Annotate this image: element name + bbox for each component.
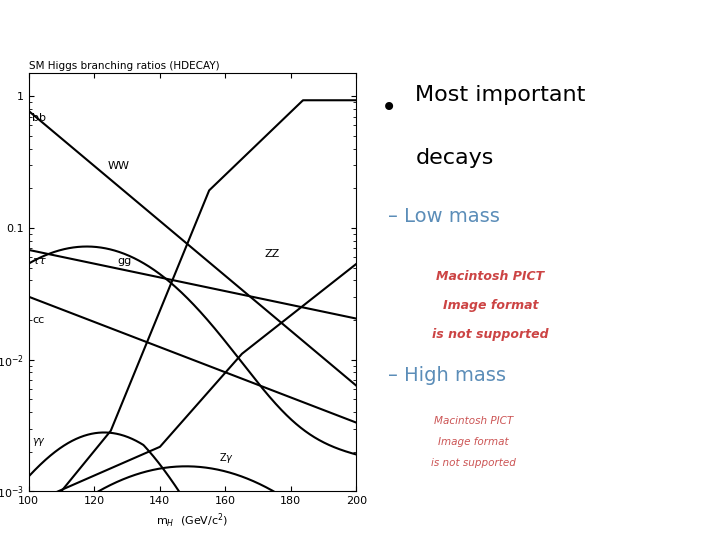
Text: Image format: Image format — [438, 437, 509, 447]
Text: Macintosh PICT: Macintosh PICT — [433, 416, 513, 426]
Text: bb: bb — [32, 113, 46, 123]
Text: Macintosh PICT: Macintosh PICT — [436, 269, 544, 282]
Text: Z$\gamma$: Z$\gamma$ — [219, 451, 234, 465]
Text: Image format: Image format — [443, 299, 539, 312]
Text: is not supported: is not supported — [432, 328, 549, 341]
Text: decays: decays — [415, 148, 494, 168]
Text: 19-May-2008: 19-May-2008 — [14, 515, 96, 528]
Text: D.Glenzinski, Fermilab: D.Glenzinski, Fermilab — [290, 515, 430, 528]
Text: gg: gg — [117, 256, 132, 266]
Text: – High mass: – High mass — [388, 366, 506, 385]
Text: •: • — [381, 94, 397, 122]
Text: Most important: Most important — [415, 85, 585, 105]
Text: $\tau\tau$: $\tau\tau$ — [32, 256, 48, 266]
Text: ZZ: ZZ — [265, 249, 280, 259]
Text: WW: WW — [107, 161, 130, 171]
Text: 39: 39 — [690, 515, 706, 528]
X-axis label: m$_H$  (GeV/c$^2$): m$_H$ (GeV/c$^2$) — [156, 512, 229, 530]
Text: cc: cc — [32, 315, 45, 325]
Text: – Low mass: – Low mass — [388, 207, 500, 226]
Text: SM Higgs branching ratios (HDECAY): SM Higgs branching ratios (HDECAY) — [29, 60, 220, 71]
Text: $\gamma\gamma$: $\gamma\gamma$ — [32, 436, 46, 448]
Text: is not supported: is not supported — [431, 458, 516, 468]
Text: SM Higgs Decay: SM Higgs Decay — [235, 17, 485, 45]
